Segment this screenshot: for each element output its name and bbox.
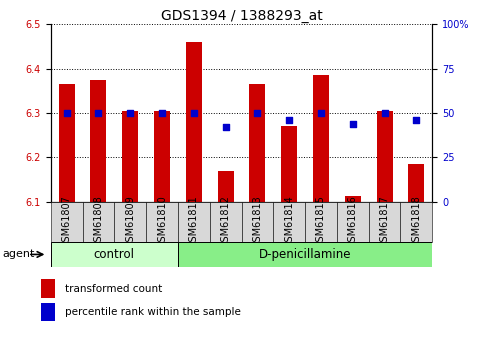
Text: GSM61817: GSM61817: [380, 195, 390, 248]
Point: [349, 121, 356, 126]
Bar: [51, 202, 83, 242]
Bar: [242, 202, 273, 242]
Point: [95, 110, 102, 116]
Point: [63, 110, 71, 116]
Bar: [114, 202, 146, 242]
Text: GSM61810: GSM61810: [157, 195, 167, 248]
Bar: [122, 111, 138, 202]
Title: GDS1394 / 1388293_at: GDS1394 / 1388293_at: [161, 9, 322, 23]
Text: GSM61809: GSM61809: [125, 195, 135, 248]
Bar: [249, 84, 265, 202]
Bar: [41, 279, 55, 297]
Bar: [186, 42, 202, 202]
Bar: [345, 197, 361, 202]
Text: D-penicillamine: D-penicillamine: [259, 248, 351, 261]
Bar: [51, 241, 178, 267]
Text: transformed count: transformed count: [65, 284, 162, 294]
Bar: [58, 84, 74, 202]
Bar: [41, 303, 55, 321]
Bar: [218, 171, 234, 202]
Point: [254, 110, 261, 116]
Point: [158, 110, 166, 116]
Bar: [146, 202, 178, 242]
Bar: [377, 111, 393, 202]
Text: percentile rank within the sample: percentile rank within the sample: [65, 307, 241, 317]
Text: control: control: [94, 248, 135, 261]
Text: GSM61808: GSM61808: [93, 195, 103, 248]
Bar: [178, 202, 210, 242]
Text: agent: agent: [2, 249, 35, 259]
Point: [412, 117, 420, 123]
Text: GSM61814: GSM61814: [284, 195, 294, 248]
Bar: [369, 202, 400, 242]
Bar: [313, 75, 329, 202]
Point: [190, 110, 198, 116]
Point: [127, 110, 134, 116]
Bar: [273, 202, 305, 242]
Text: GSM61812: GSM61812: [221, 195, 230, 248]
Bar: [400, 202, 432, 242]
Text: GSM61818: GSM61818: [412, 195, 421, 248]
Bar: [409, 164, 425, 202]
Point: [317, 110, 325, 116]
Bar: [210, 202, 242, 242]
Text: GSM61816: GSM61816: [348, 195, 358, 248]
Bar: [178, 241, 432, 267]
Text: GSM61807: GSM61807: [62, 195, 71, 248]
Bar: [305, 202, 337, 242]
Bar: [83, 202, 114, 242]
Bar: [281, 126, 297, 202]
Bar: [90, 80, 106, 202]
Text: GSM61813: GSM61813: [253, 195, 262, 248]
Bar: [154, 111, 170, 202]
Text: GSM61815: GSM61815: [316, 195, 326, 248]
Point: [285, 117, 293, 123]
Bar: [337, 202, 369, 242]
Point: [381, 110, 388, 116]
Point: [222, 125, 229, 130]
Text: GSM61811: GSM61811: [189, 195, 199, 248]
